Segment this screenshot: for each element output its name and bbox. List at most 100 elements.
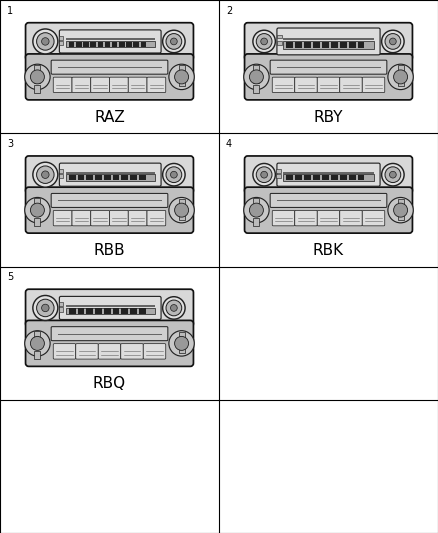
Circle shape xyxy=(175,203,189,217)
FancyBboxPatch shape xyxy=(295,77,317,93)
Bar xyxy=(276,169,281,173)
FancyBboxPatch shape xyxy=(272,211,295,226)
Circle shape xyxy=(162,297,185,319)
FancyBboxPatch shape xyxy=(25,156,194,193)
FancyBboxPatch shape xyxy=(110,77,128,93)
FancyBboxPatch shape xyxy=(340,77,362,93)
Bar xyxy=(304,42,311,48)
Bar xyxy=(313,42,320,48)
Bar xyxy=(86,308,93,313)
Circle shape xyxy=(169,64,194,90)
FancyBboxPatch shape xyxy=(51,193,168,207)
Bar xyxy=(141,42,146,47)
Text: 2: 2 xyxy=(226,6,232,16)
Bar xyxy=(83,42,88,47)
FancyBboxPatch shape xyxy=(143,344,166,359)
Circle shape xyxy=(42,38,49,45)
Circle shape xyxy=(170,171,177,178)
Bar xyxy=(331,42,338,48)
Bar xyxy=(340,42,346,48)
Bar xyxy=(398,66,404,74)
Bar xyxy=(322,42,329,48)
Text: 5: 5 xyxy=(7,272,13,282)
Circle shape xyxy=(261,171,268,178)
Bar xyxy=(66,308,155,314)
FancyBboxPatch shape xyxy=(277,163,380,186)
Circle shape xyxy=(162,30,185,53)
Bar xyxy=(349,175,356,180)
Bar xyxy=(179,344,185,353)
FancyBboxPatch shape xyxy=(76,344,98,359)
Bar xyxy=(95,308,102,313)
Bar xyxy=(119,42,124,47)
Circle shape xyxy=(162,164,185,186)
Bar xyxy=(34,75,40,83)
Bar xyxy=(34,331,40,339)
Bar xyxy=(113,175,120,180)
Bar xyxy=(69,175,76,180)
Circle shape xyxy=(389,38,396,45)
Bar xyxy=(398,199,404,207)
Circle shape xyxy=(37,299,54,317)
Bar xyxy=(59,174,63,179)
Text: RAZ: RAZ xyxy=(94,110,125,125)
Circle shape xyxy=(25,197,50,223)
Bar xyxy=(112,42,117,47)
Bar xyxy=(90,42,96,47)
FancyBboxPatch shape xyxy=(244,187,413,233)
FancyBboxPatch shape xyxy=(272,77,295,93)
Bar xyxy=(104,308,111,313)
Bar xyxy=(331,175,338,180)
Bar xyxy=(34,85,40,93)
Bar xyxy=(283,38,374,41)
Bar xyxy=(121,175,128,180)
Text: RBB: RBB xyxy=(94,243,125,258)
Bar xyxy=(86,175,93,180)
Bar xyxy=(59,302,63,306)
FancyBboxPatch shape xyxy=(244,156,413,193)
FancyBboxPatch shape xyxy=(25,289,194,327)
FancyBboxPatch shape xyxy=(91,211,110,226)
Bar xyxy=(139,175,146,180)
Circle shape xyxy=(389,171,396,178)
Bar xyxy=(253,85,259,93)
Circle shape xyxy=(33,29,58,54)
FancyBboxPatch shape xyxy=(60,163,161,186)
Bar xyxy=(121,308,128,313)
Bar xyxy=(253,64,259,72)
Text: 1: 1 xyxy=(7,6,13,16)
Circle shape xyxy=(388,64,413,90)
FancyBboxPatch shape xyxy=(51,327,168,341)
Bar xyxy=(340,175,346,180)
FancyBboxPatch shape xyxy=(128,77,147,93)
Bar xyxy=(179,66,185,74)
Bar xyxy=(349,42,356,48)
Bar xyxy=(59,308,63,312)
FancyBboxPatch shape xyxy=(110,211,128,226)
Bar xyxy=(59,36,63,40)
Circle shape xyxy=(175,70,189,84)
Bar xyxy=(34,198,40,206)
FancyBboxPatch shape xyxy=(72,77,91,93)
FancyBboxPatch shape xyxy=(317,77,340,93)
FancyBboxPatch shape xyxy=(128,211,147,226)
Circle shape xyxy=(37,33,54,50)
Bar xyxy=(357,42,364,48)
Bar xyxy=(66,174,155,181)
Circle shape xyxy=(37,166,54,183)
Bar xyxy=(283,174,374,181)
Bar xyxy=(34,208,40,216)
Bar xyxy=(104,175,111,180)
FancyBboxPatch shape xyxy=(53,211,72,226)
Circle shape xyxy=(256,167,272,182)
Bar xyxy=(34,218,40,226)
FancyBboxPatch shape xyxy=(53,77,72,93)
Circle shape xyxy=(253,164,276,186)
Bar xyxy=(34,64,40,72)
Bar xyxy=(34,351,40,359)
Bar xyxy=(69,308,76,313)
Circle shape xyxy=(166,300,182,316)
Bar xyxy=(133,42,139,47)
Circle shape xyxy=(385,34,401,49)
Bar xyxy=(76,42,81,47)
